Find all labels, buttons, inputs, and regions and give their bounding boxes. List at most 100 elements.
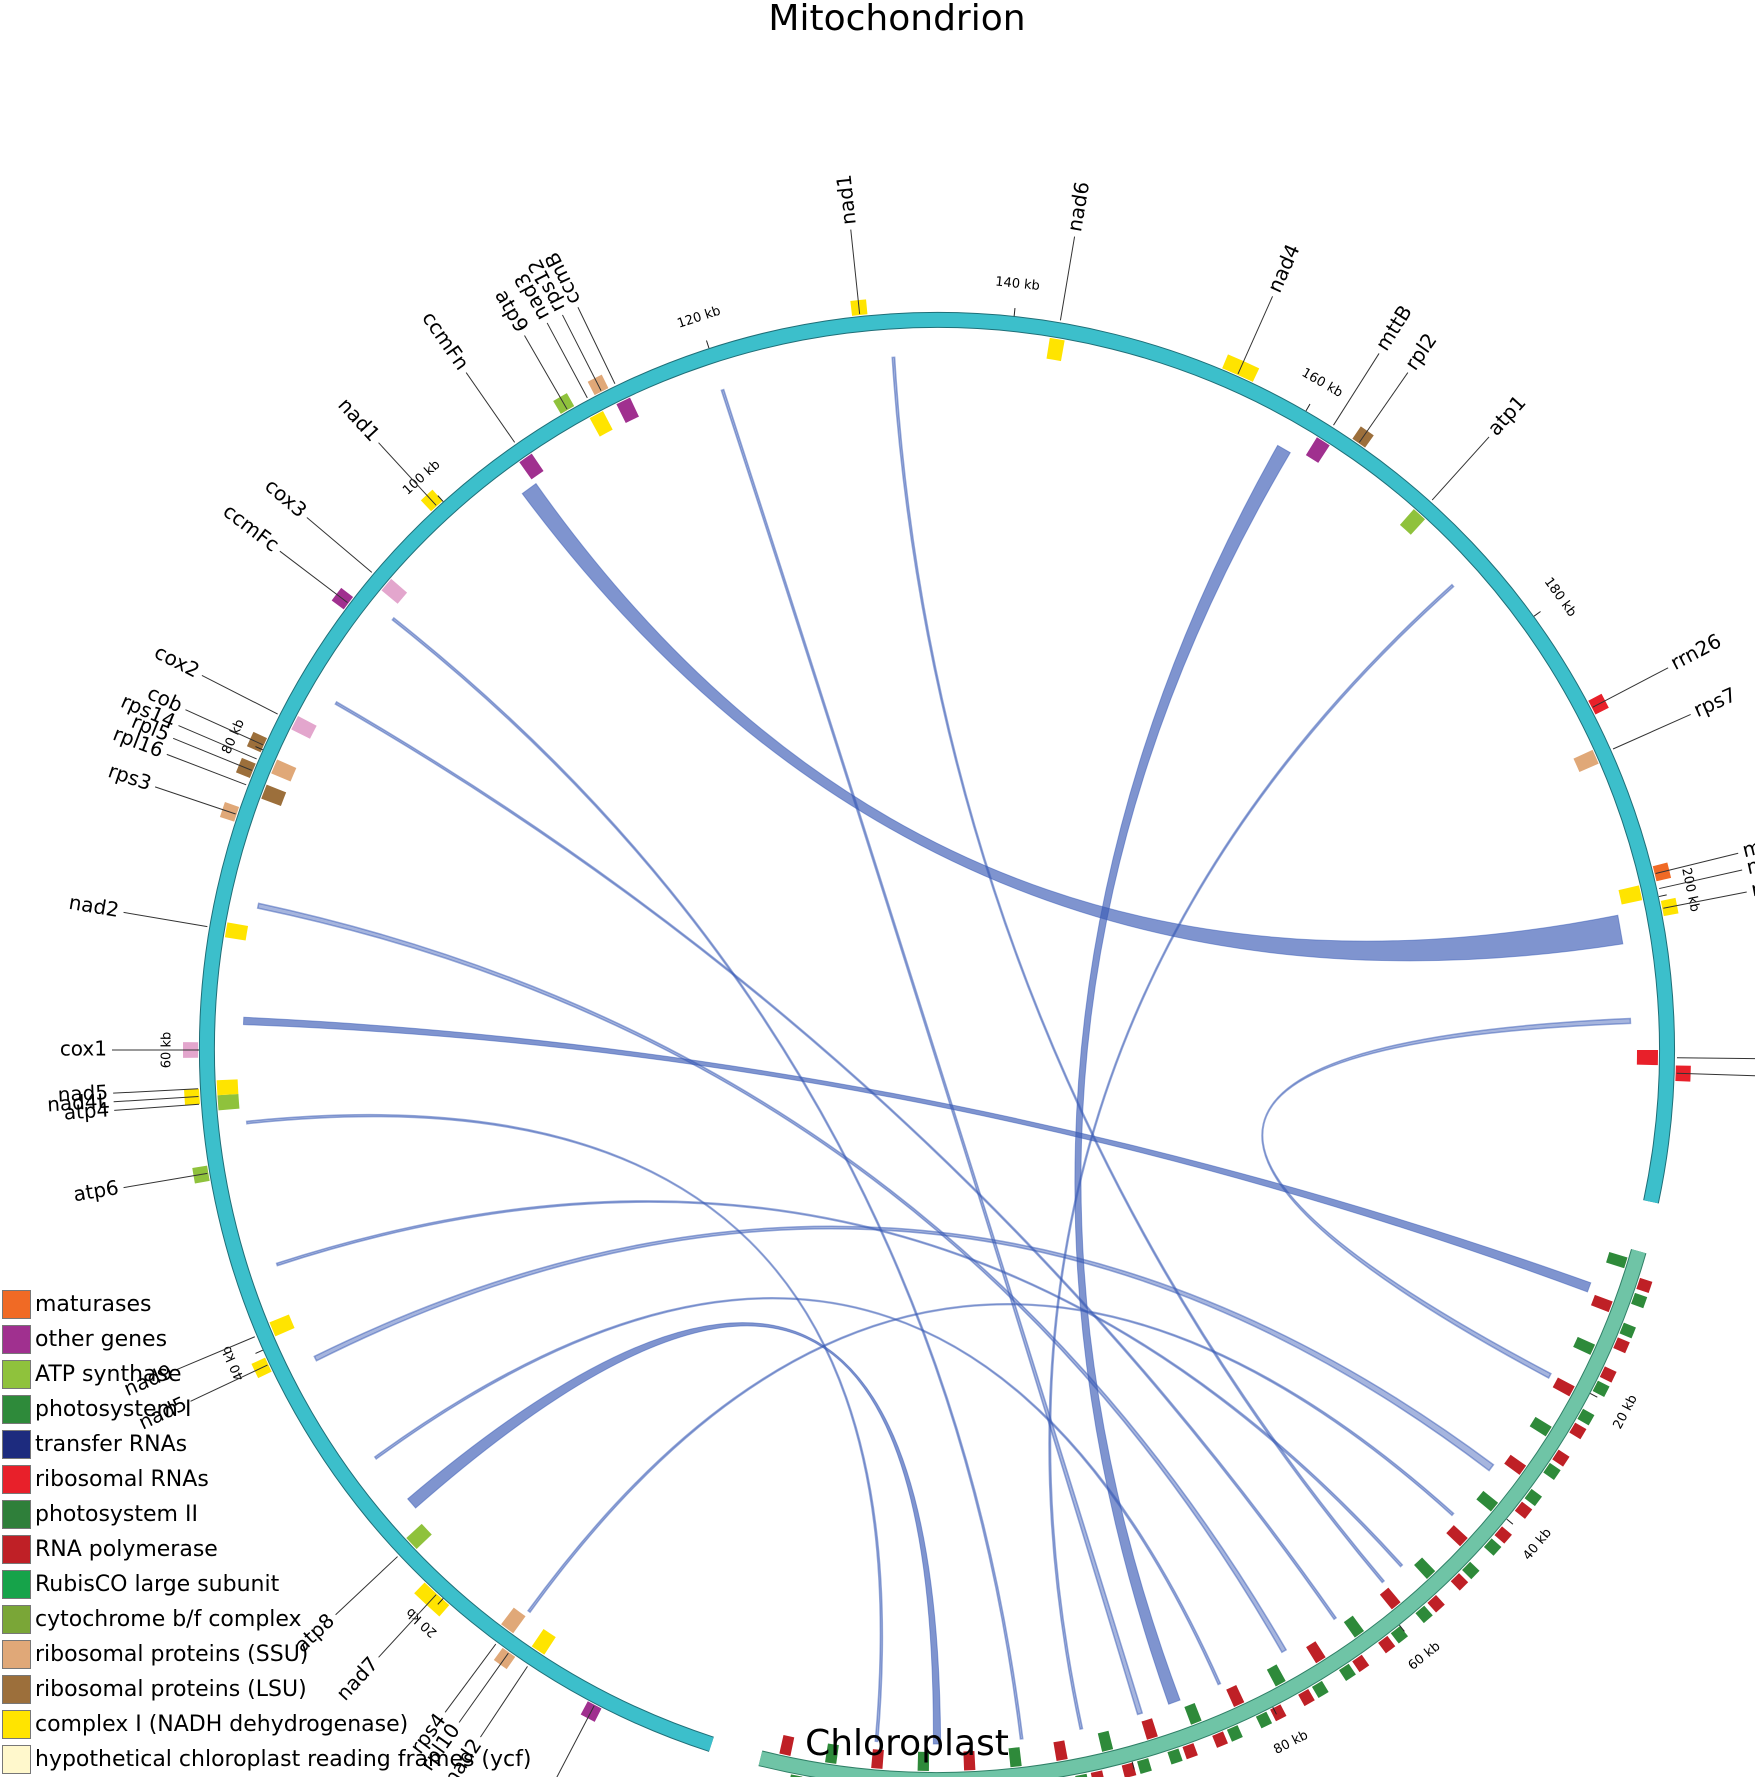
gene-label: ccmFn [417, 307, 474, 375]
gene-leader-line [279, 550, 348, 603]
mito-gene-block [406, 1523, 432, 1550]
chloroplast-gene-block [1599, 1366, 1617, 1383]
chloroplast-gene-block [1577, 1408, 1595, 1426]
gene-label: nad6 [1062, 180, 1094, 234]
gene-leader-line [335, 1556, 398, 1616]
gene-leader-line [190, 1364, 268, 1402]
chloroplast-gene-block [1184, 1703, 1202, 1725]
gene-label: rpl2 [1400, 329, 1442, 375]
mito-kb-tick-label: 160 kb [1299, 365, 1345, 400]
chloroplast-gene-block [1483, 1538, 1502, 1556]
gene-leader-line [113, 1095, 199, 1103]
synteny-link [275, 1200, 1404, 1568]
chloroplast-gene-block [790, 1774, 803, 1777]
chloroplast-gene-block [1606, 1252, 1628, 1269]
mito-gene-block [291, 715, 317, 739]
gene-leader-line [185, 709, 264, 746]
synteny-link [334, 700, 1338, 1621]
legend-item: photosystem I [2, 1392, 531, 1427]
chloroplast-gene-block [1343, 1615, 1365, 1638]
gene-label: nad1 [333, 393, 385, 446]
chloroplast-gene-block [1524, 1488, 1543, 1507]
gene-leader-line [1431, 436, 1490, 501]
legend-label: photosystem I [35, 1397, 192, 1422]
gene-leader-line [850, 229, 861, 315]
gene-leader-line [306, 517, 373, 573]
chloroplast-gene-block [1378, 1635, 1396, 1654]
chloroplast-gene-block [1504, 1454, 1527, 1475]
gene-leader-line [1663, 891, 1747, 909]
gene-label: nad1 [832, 173, 861, 226]
mitochondrion-ring [199, 313, 1674, 1751]
chloroplast-gene-block [1306, 1641, 1326, 1664]
kb-tick-mark [1305, 403, 1311, 412]
chloro-kb-tick-label: 60 kb [1406, 1639, 1444, 1674]
legend-label: other genes [35, 1327, 168, 1352]
chloroplast-gene-block [1053, 1740, 1068, 1762]
gene-leader-line [444, 1643, 497, 1713]
gene-blocks [183, 299, 1691, 1777]
chloroplast-gene-block [1414, 1557, 1436, 1579]
chloroplast-gene-block [1552, 1449, 1570, 1467]
gene-leader-line [123, 1172, 208, 1189]
mito-gene-block [217, 1093, 240, 1111]
legend-swatch [2, 1360, 31, 1389]
chloroplast-gene-block [1552, 1377, 1575, 1397]
gene-label: ccmFc [219, 499, 284, 557]
gene-label: cox2 [151, 640, 204, 683]
gene-label: atp6 [71, 1175, 120, 1206]
kb-tick-mark [705, 340, 710, 349]
chloroplast-gene-block [1390, 1626, 1409, 1644]
chloroplast-gene-block [1415, 1605, 1433, 1624]
synteny-link [406, 1322, 942, 1745]
kb-tick-mark [437, 1598, 444, 1605]
gene-leader-line [1059, 236, 1076, 321]
chloroplast-gene-block [1008, 1747, 1022, 1768]
kb-tick-mark [1013, 308, 1016, 317]
chloroplast-gene-block [1141, 1718, 1158, 1740]
chloroplast-gene-block [1592, 1380, 1610, 1397]
legend-swatch [2, 1675, 31, 1704]
gene-leader-line [378, 1594, 437, 1658]
chloro-kb-tick-label: 40 kb [1520, 1526, 1555, 1564]
gene-label: rps3 [105, 758, 154, 795]
mito-gene-block [1573, 749, 1599, 772]
legend-item: RNA polymerase [2, 1532, 531, 1567]
mito-gene-block [1305, 437, 1330, 463]
kb-tick-mark [255, 746, 264, 751]
chloroplast-gene-block [1529, 1416, 1552, 1437]
legend-swatch [2, 1640, 31, 1669]
gene-label: cox3 [260, 474, 312, 523]
chloroplast-gene-block [1476, 1490, 1499, 1512]
legend-label: maturases [35, 1292, 152, 1317]
chloroplast-gene-block [1226, 1685, 1245, 1707]
chloro-kb-tick-label: 20 kb [1611, 1392, 1641, 1431]
chloroplast-gene-block [1121, 1762, 1137, 1777]
kb-tick-mark [255, 1349, 264, 1354]
legend-label: photosystem II [35, 1502, 198, 1527]
gene-leader-line [1237, 296, 1274, 375]
synteny-link [521, 482, 1624, 962]
synteny-link [245, 1113, 884, 1743]
legend-item: transfer RNAs [2, 1427, 531, 1462]
synteny-link [891, 356, 1386, 1584]
chloroplast-gene-block [917, 1751, 930, 1771]
gene-leader-line [176, 1336, 256, 1371]
legend-item: maturases [2, 1287, 531, 1322]
kb-tick-mark [437, 495, 444, 502]
synteny-link [256, 902, 1288, 1654]
gene-leader-line [113, 1088, 199, 1094]
chloroplast-gene-block [1352, 1654, 1370, 1673]
chloroplast-gene-block [1613, 1337, 1630, 1354]
legend-item: photosystem II [2, 1497, 531, 1532]
mito-kb-tick-label: 100 kb [400, 457, 443, 498]
gene-leader-line [465, 372, 516, 443]
chloroplast-gene-block [1514, 1501, 1533, 1519]
gene-leader-line [1333, 353, 1380, 426]
mito-kb-tick-label: 120 kb [675, 304, 722, 332]
synteny-link [242, 1016, 1592, 1293]
chloroplast-gene-block [779, 1735, 795, 1756]
gene-label: cox1 [60, 1037, 107, 1061]
chloroplast-gene-block [1298, 1688, 1315, 1707]
legend-label: transfer RNAs [35, 1432, 188, 1457]
